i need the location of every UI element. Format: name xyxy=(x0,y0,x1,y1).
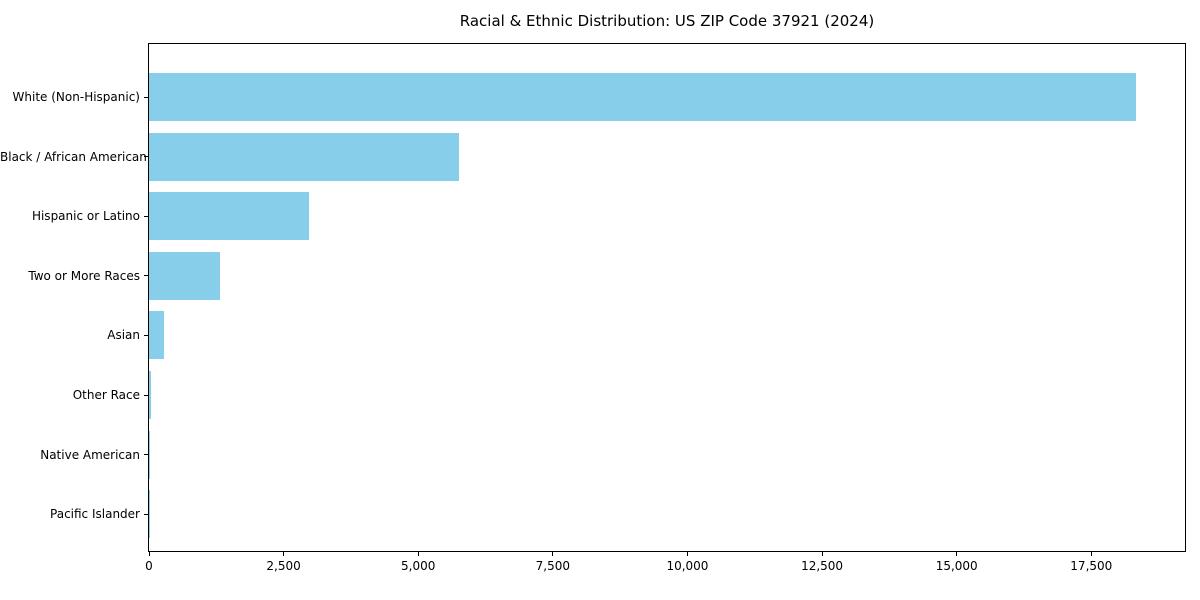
y-tick-mark xyxy=(144,454,148,456)
x-tick-mark xyxy=(686,552,688,556)
x-tick-label: 7,500 xyxy=(535,559,571,573)
x-tick-mark xyxy=(1090,552,1092,556)
x-tick-mark xyxy=(821,552,823,556)
x-tick-label: 5,000 xyxy=(401,559,436,573)
x-tick-mark xyxy=(956,552,958,556)
y-tick-label: Asian xyxy=(107,328,140,343)
bar-hispanic-or-latino xyxy=(149,192,309,241)
y-tick-label: Native American xyxy=(40,447,140,462)
bar-two-or-more-races xyxy=(149,251,220,300)
y-tick-mark xyxy=(144,215,148,217)
x-tick-mark xyxy=(552,552,554,556)
y-tick-label: Pacific Islander xyxy=(50,507,140,522)
y-tick-label: Two or More Races xyxy=(28,268,140,283)
x-tick-label: 2,500 xyxy=(266,559,301,573)
x-tick-label: 15,000 xyxy=(935,559,978,573)
y-tick-label: Hispanic or Latino xyxy=(31,209,140,224)
y-tick-label: Other Race xyxy=(72,388,140,402)
bar-black-african-american xyxy=(149,132,460,181)
y-tick-label: Black / African American xyxy=(0,149,147,164)
y-tick-mark xyxy=(144,96,148,98)
x-tick-mark xyxy=(148,552,150,556)
bar-white-non-hispanic xyxy=(149,73,1136,121)
y-tick-mark xyxy=(144,156,148,158)
bar-other-race xyxy=(149,371,151,419)
y-tick-mark xyxy=(144,275,148,277)
y-tick-label: White (Non-Hispanic) xyxy=(12,90,140,104)
bar-asian xyxy=(149,311,165,360)
x-tick-mark xyxy=(417,552,419,556)
x-tick-label: 10,000 xyxy=(666,559,709,573)
x-tick-label: 0 xyxy=(145,559,153,573)
plot-area xyxy=(148,43,1186,552)
x-tick-label: 12,500 xyxy=(801,559,844,573)
chart-title: Racial & Ethnic Distribution: US ZIP Cod… xyxy=(459,12,875,30)
y-tick-mark xyxy=(144,334,148,336)
y-tick-mark xyxy=(144,394,148,396)
x-tick-mark xyxy=(283,552,285,556)
y-tick-mark xyxy=(144,513,148,515)
x-tick-label: 17,500 xyxy=(1070,559,1113,573)
bar-native-american xyxy=(149,430,150,479)
